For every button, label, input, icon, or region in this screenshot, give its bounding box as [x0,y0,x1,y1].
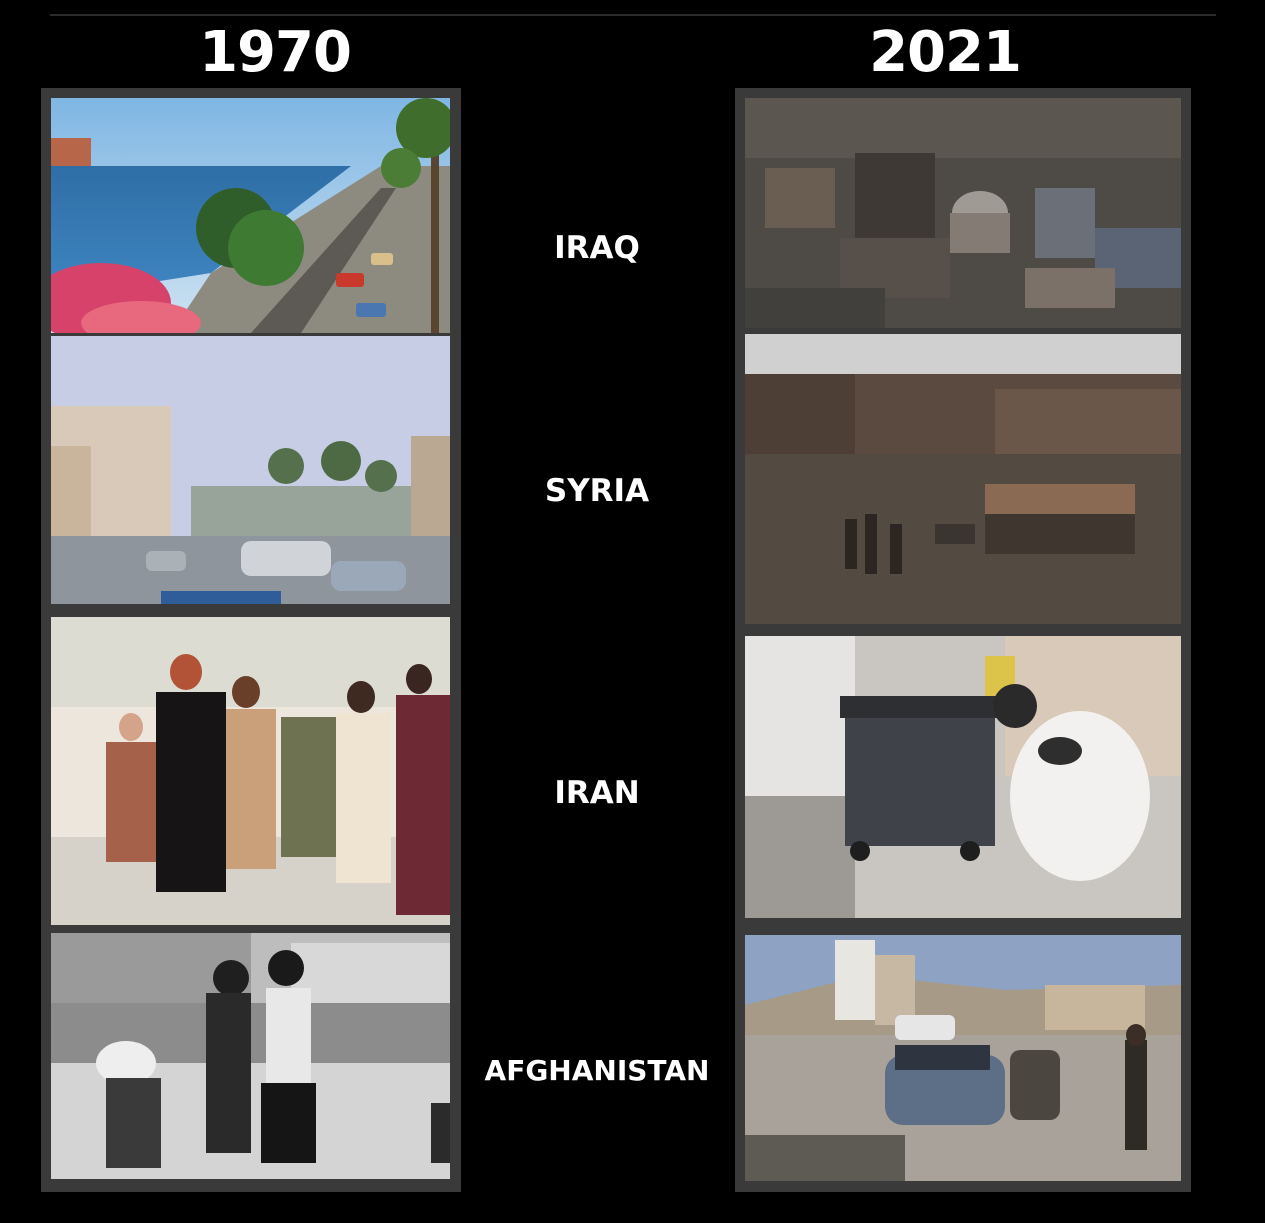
photo-syria-1970 [51,336,450,604]
photo-syria-2021 [745,334,1181,624]
year-1970-heading: 1970 [199,20,352,85]
photo-iraq-1970 [51,98,450,333]
panel-2021 [735,88,1191,1192]
country-label-syria: SYRIA [544,473,650,509]
photo-iran-2021 [745,636,1181,918]
country-label-afghanistan: AFGHANISTAN [484,1054,710,1087]
top-divider [50,14,1216,16]
photo-afghanistan-1970 [51,933,450,1179]
year-2021-heading: 2021 [869,20,1022,85]
country-label-iran: IRAN [554,775,640,811]
country-label-iraq: IRAQ [554,230,640,266]
photo-iraq-2021 [745,98,1181,328]
photo-iran-1970 [51,617,450,925]
photo-afghanistan-2021 [745,935,1181,1181]
panel-1970 [41,88,461,1192]
